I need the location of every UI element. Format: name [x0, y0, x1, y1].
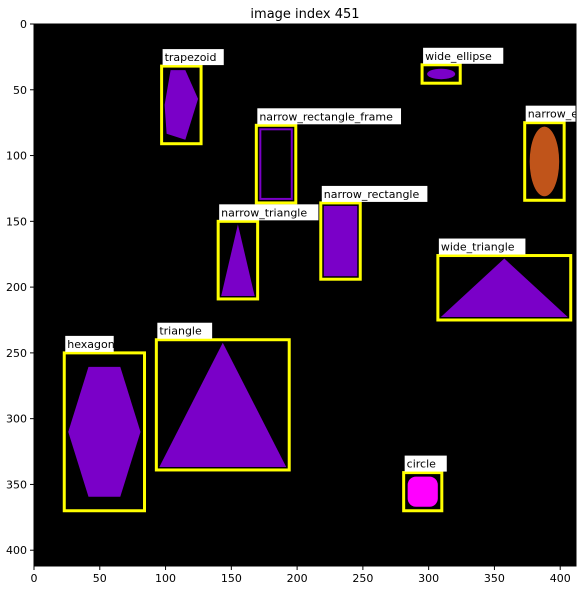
narrow_el-label: narrow_el: [528, 108, 581, 121]
circle-label-bg: [404, 455, 447, 472]
narrow_rectangle_frame-label-bg: [257, 108, 402, 125]
triangle-shape: [159, 342, 287, 467]
narrow_triangle-object: narrow_triangle: [216, 204, 319, 301]
y-axis: 0 50 100 150 200 250 300 350 400: [6, 18, 34, 557]
hexagon-label-bg: [65, 335, 114, 352]
x-tick-label: 250: [352, 572, 373, 585]
y-tick-label: 350: [6, 478, 27, 491]
narrow_rectangle-label: narrow_rectangle: [324, 188, 420, 201]
narrow_triangle-label-bg: [219, 204, 319, 221]
trapezoid-label: trapezoid: [165, 51, 217, 64]
circle-object: circle: [402, 455, 447, 513]
y-tick-label: 200: [6, 281, 27, 294]
triangle-bbox: [154, 338, 291, 472]
narrow_rectangle-shape: [323, 205, 358, 277]
wide_triangle-bbox: [436, 254, 573, 322]
chart-title: image index 451: [250, 7, 359, 22]
narrow_rectangle_frame-label: narrow_rectangle_frame: [259, 110, 393, 123]
wide_triangle-object: wide_triangle: [436, 238, 573, 322]
y-tick-label: 0: [20, 18, 27, 31]
wide_triangle-shape: [440, 258, 568, 317]
wide_ellipse-bbox: [420, 63, 462, 85]
y-tick-label: 250: [6, 347, 27, 360]
axes-frame: [33, 23, 577, 567]
circle-label: circle: [407, 458, 436, 471]
wide_ellipse-label: wide_ellipse: [425, 50, 492, 63]
narrow_triangle-shape: [221, 224, 255, 296]
hexagon-shape: [68, 366, 141, 497]
triangle-label: triangle: [159, 325, 202, 338]
hexagon-bbox: [62, 351, 147, 513]
triangle-object: triangle: [154, 322, 291, 472]
x-tick-label: 100: [155, 572, 176, 585]
narrow_rectangle_frame-object: narrow_rectangle_frame: [254, 108, 402, 205]
hexagon-label: hexagon: [67, 338, 115, 351]
x-tick-label: 200: [287, 572, 308, 585]
wide_triangle-label-bg: [438, 238, 526, 255]
narrow_el-shape: [529, 126, 560, 197]
x-tick-label: 0: [31, 572, 38, 585]
narrow_rectangle-object: narrow_rectangle: [319, 185, 428, 281]
wide_ellipse-object: wide_ellipse: [420, 47, 504, 85]
wide_ellipse-shape: [427, 68, 456, 80]
x-tick-label: 50: [93, 572, 107, 585]
trapezoid-shape: [164, 70, 199, 140]
narrow_rectangle_frame-frame-hole: [261, 130, 291, 198]
narrow_rectangle-label-bg: [321, 185, 428, 202]
narrow_el-object: narrow_el: [523, 105, 581, 202]
trapezoid-object: trapezoid: [160, 49, 224, 146]
y-tick-label: 400: [6, 544, 27, 557]
circle-shape: [407, 476, 438, 507]
wide_triangle-label: wide_triangle: [441, 241, 515, 254]
y-tick-label: 50: [13, 84, 27, 97]
triangle-label-bg: [157, 322, 213, 339]
narrow_el-label-bg: [525, 105, 576, 122]
narrow_triangle-bbox: [216, 219, 260, 301]
x-tick-label: 300: [418, 572, 439, 585]
y-tick-label: 100: [6, 150, 27, 163]
y-tick-label: 300: [6, 413, 27, 426]
hexagon-object: hexagon: [62, 335, 147, 513]
x-tick-label: 150: [221, 572, 242, 585]
wide_ellipse-label-bg: [423, 47, 504, 64]
x-tick-label: 400: [550, 572, 571, 585]
trapezoid-bbox: [160, 64, 203, 146]
trapezoid-label-bg: [162, 49, 224, 66]
x-tick-label: 350: [484, 572, 505, 585]
narrow_triangle-label: narrow_triangle: [221, 206, 307, 219]
annotation-marks: trapezoid wide_ellipse narrow_rectangle_fr…: [62, 47, 581, 513]
circle-bbox: [402, 471, 444, 513]
narrow_rectangle_frame-bbox: [254, 123, 298, 205]
narrow_rectangle-bbox: [319, 201, 362, 281]
y-tick-label: 150: [6, 215, 27, 228]
x-axis: 0 50 100 150 200 250 300 350 400: [31, 566, 571, 585]
narrow_el-bbox: [523, 121, 566, 202]
